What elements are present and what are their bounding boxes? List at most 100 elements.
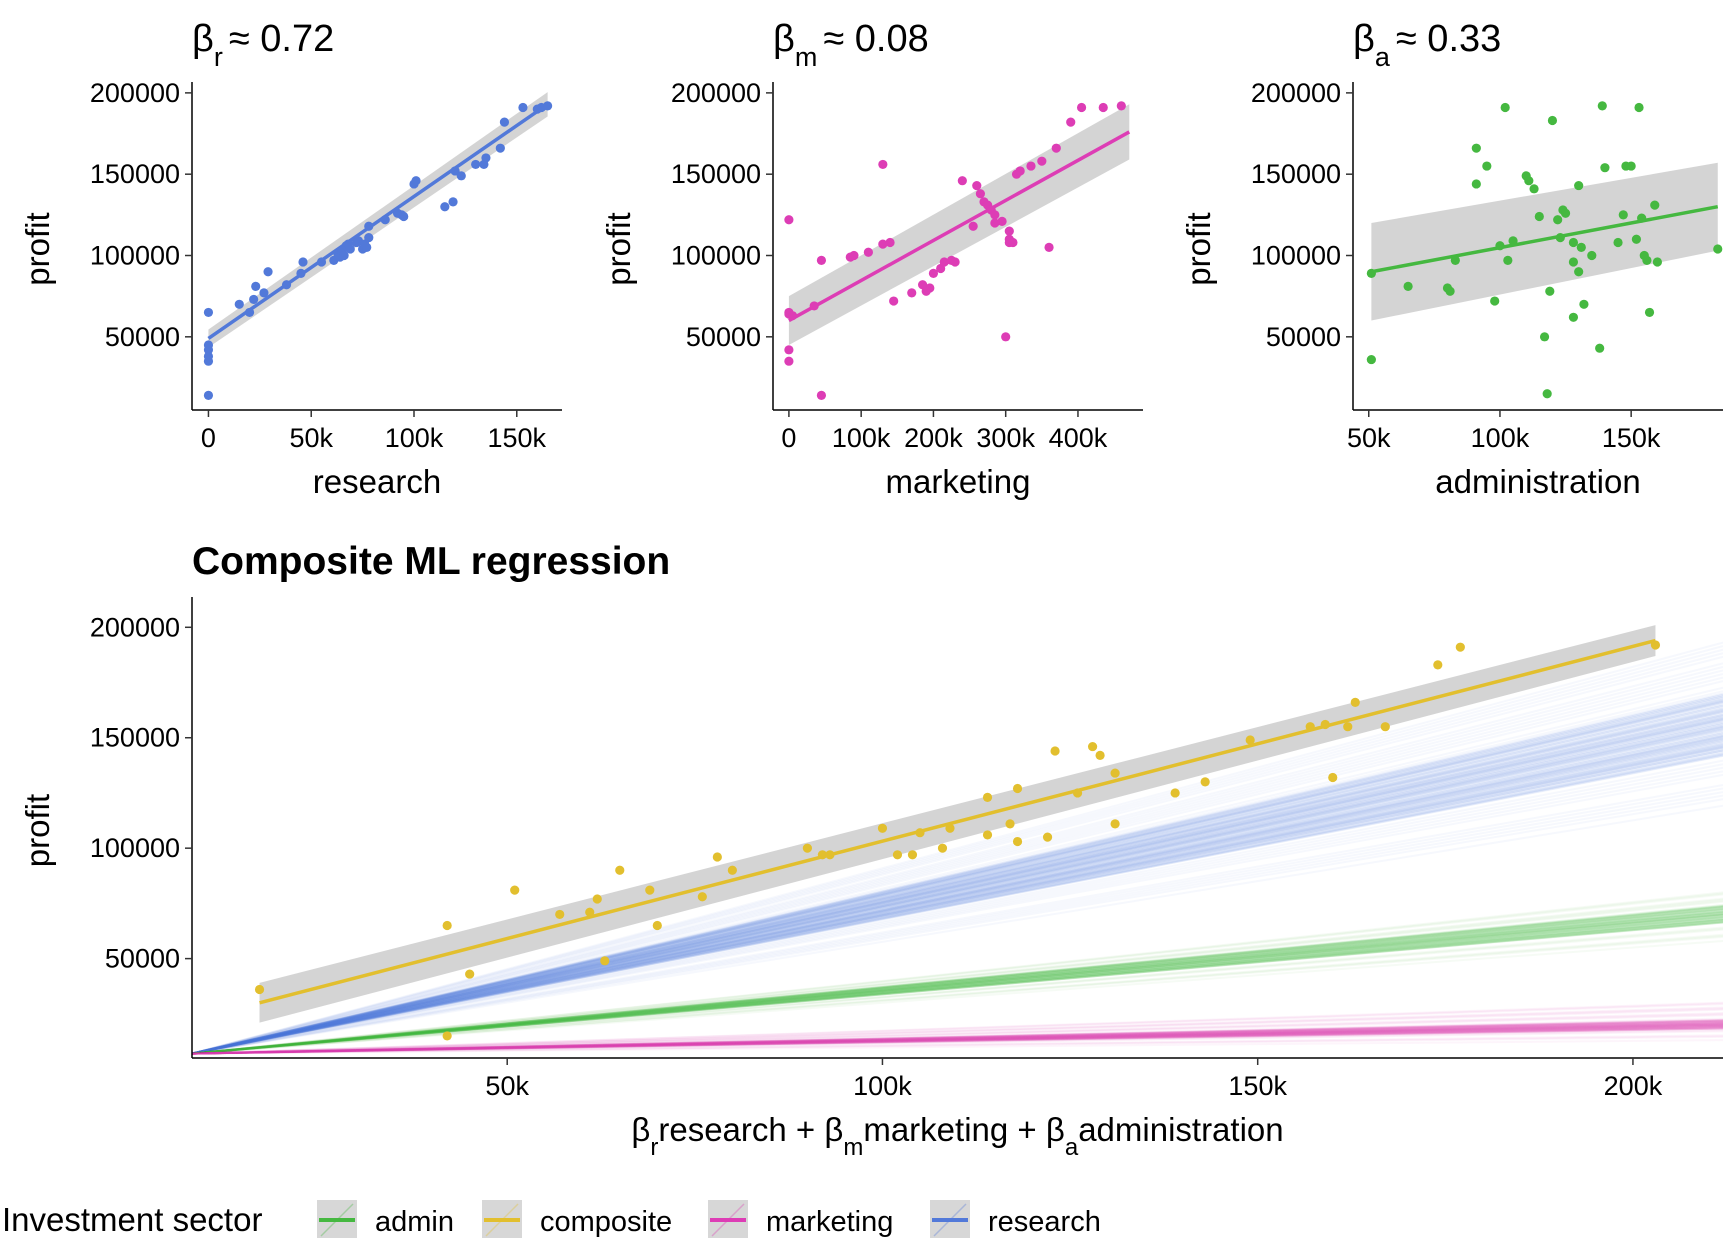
fit-line-admin: [192, 905, 1723, 1055]
data-point: [471, 159, 481, 170]
fit-line-marketing: [192, 1026, 1723, 1055]
data-point: [972, 180, 982, 191]
data-point: [1524, 176, 1534, 186]
fit-line-marketing: [192, 1023, 1723, 1055]
fit-line-admin: [192, 915, 1723, 1055]
data-point: [1576, 242, 1586, 252]
data-point: [982, 830, 993, 840]
label-part: β: [631, 1111, 650, 1148]
data-point: [1568, 237, 1579, 248]
legend-item-research: research: [930, 1200, 1101, 1238]
data-point: [1600, 163, 1610, 173]
fit-line-admin: [192, 904, 1723, 1055]
fit-line-marketing: [192, 1007, 1723, 1055]
data-point: [1500, 102, 1510, 113]
fit-line-research: [192, 655, 1723, 1055]
data-point: [784, 215, 794, 225]
fit-line-research: [192, 773, 1723, 1055]
x-axis-title: βrresearch + βmmarketing + βaadministrat…: [631, 1111, 1283, 1161]
fit-line-marketing: [192, 1024, 1723, 1055]
fit-line-admin: [192, 908, 1723, 1055]
fit-line-admin: [192, 913, 1723, 1055]
fit-line-marketing: [192, 1011, 1723, 1055]
fit-line-research: [192, 711, 1723, 1055]
fit-line-research: [192, 686, 1723, 1055]
fit-line-marketing: [192, 1019, 1723, 1055]
data-point: [1595, 343, 1605, 353]
fit-line-marketing: [192, 1039, 1723, 1055]
x-tick-label: 100k: [1471, 423, 1530, 453]
data-point: [263, 267, 273, 277]
data-point: [592, 894, 602, 904]
data-point: [816, 255, 827, 265]
data-point: [364, 221, 374, 231]
data-point: [1343, 722, 1353, 732]
fit-line-marketing: [192, 1023, 1723, 1055]
fit-line-research: [192, 732, 1723, 1055]
fit-line-marketing: [192, 1023, 1723, 1055]
fit-line-marketing: [192, 1006, 1723, 1055]
fit-line-admin: [192, 909, 1723, 1055]
fit-line-research: [192, 669, 1723, 1055]
data-point: [697, 892, 707, 902]
fit-line-marketing: [192, 1007, 1723, 1055]
line-fan-marketing: [192, 1001, 1723, 1055]
data-point: [1110, 819, 1120, 829]
fit-line-research: [192, 693, 1723, 1055]
label-part: β: [1046, 1111, 1065, 1148]
data-point: [1471, 143, 1481, 153]
fit-line-research: [192, 749, 1723, 1055]
data-point: [645, 885, 655, 895]
data-point: [928, 268, 939, 278]
fit-line-marketing: [192, 1023, 1723, 1055]
fit-line-admin: [192, 914, 1723, 1055]
fit-line-research: [192, 695, 1723, 1055]
data-point: [990, 210, 1000, 220]
fit-line-research: [192, 693, 1723, 1055]
fit-line-marketing: [192, 1021, 1723, 1055]
panel-research: 0 50k 100k 150k 50000 100000 150000 200000 profi…: [19, 18, 562, 500]
data-point: [1542, 389, 1552, 399]
data-point: [203, 307, 214, 318]
fit-line-admin: [192, 918, 1723, 1055]
data-point: [244, 307, 255, 318]
fit-line-research: [192, 804, 1723, 1055]
data-point: [345, 244, 355, 254]
fit-line-marketing: [192, 1028, 1723, 1055]
fit-line-marketing: [192, 1035, 1723, 1055]
data-point: [1076, 102, 1087, 113]
data-point: [945, 823, 955, 833]
fit-line-research: [192, 695, 1723, 1055]
fit-line-marketing: [192, 1025, 1723, 1055]
fit-line-marketing: [192, 1020, 1723, 1055]
fit-line-research: [192, 722, 1723, 1055]
data-point: [585, 907, 595, 917]
subscript: m: [843, 1134, 863, 1161]
fit-line-research: [192, 746, 1723, 1055]
data-point: [259, 288, 269, 298]
beta-subscript: r: [214, 42, 223, 72]
fit-line-admin: [192, 916, 1723, 1055]
data-point: [1587, 250, 1597, 261]
fit-line-admin: [192, 916, 1723, 1055]
fit-line-research: [192, 708, 1723, 1055]
beta-value: ≈ 0.08: [823, 18, 928, 60]
data-point: [380, 215, 390, 225]
data-point: [615, 865, 625, 875]
fit-line-marketing: [192, 1022, 1723, 1055]
fit-line-research: [192, 673, 1723, 1055]
fit-line-marketing: [192, 1029, 1723, 1055]
fit-line-research: [192, 710, 1723, 1055]
fit-line-marketing: [192, 1027, 1723, 1055]
fit-line-research: [192, 743, 1723, 1055]
fit-line-marketing: [192, 1019, 1723, 1055]
fit-line-marketing: [192, 1023, 1723, 1055]
beta-value: ≈ 0.33: [1396, 18, 1501, 60]
fit-line-research: [192, 741, 1723, 1055]
fit-line-research: [192, 703, 1723, 1055]
fit-line-admin: [192, 906, 1723, 1055]
data-point: [532, 104, 542, 114]
fit-line-marketing: [192, 1030, 1723, 1055]
y-axis-title: profit: [19, 794, 56, 867]
data-point: [1574, 267, 1584, 277]
